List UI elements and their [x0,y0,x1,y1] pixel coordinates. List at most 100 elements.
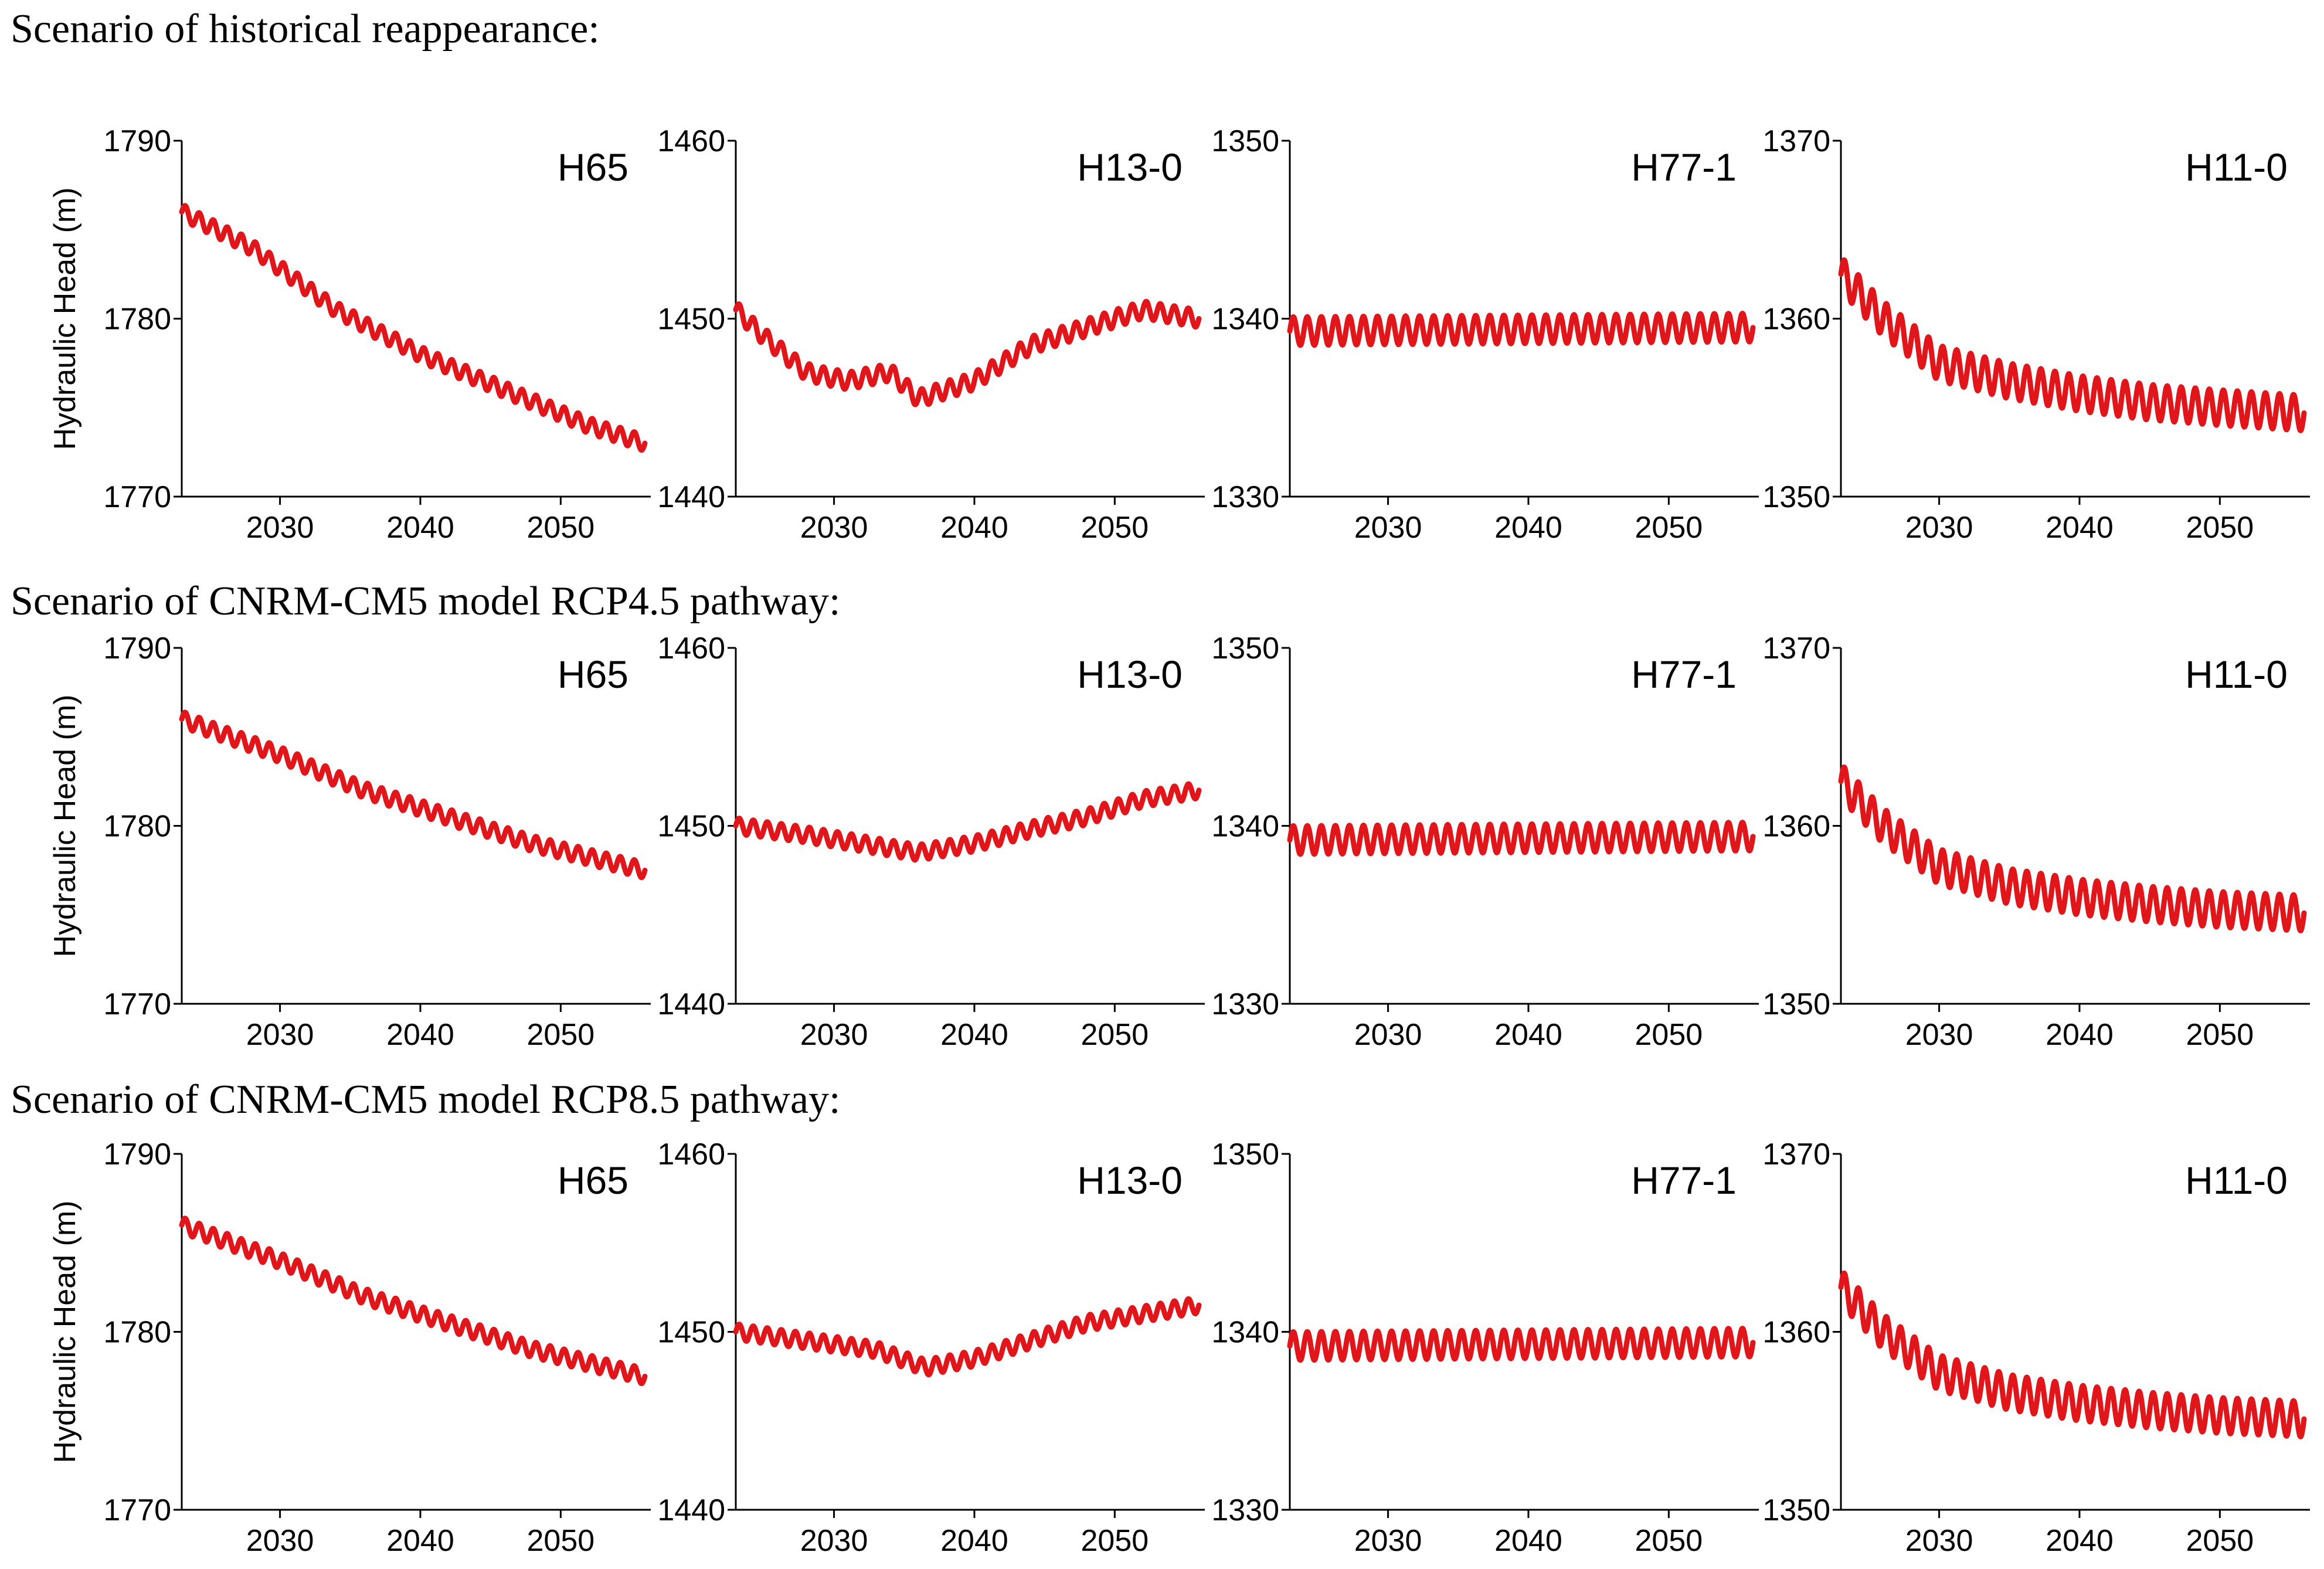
well-label: H77-1 [1631,145,1737,189]
y-tick-label: 1450 [657,810,725,844]
x-tick-label: 2050 [527,1018,595,1052]
chart-panel-h11-0-2: 1350 1360 1370 2030 2040 2050 H11-0 [1762,1137,2310,1558]
x-tick-label: 2040 [940,1018,1008,1052]
chart-panel-h65-1: 1770 1780 1790 2030 2040 2050 H65 Hydraulic Hea… [48,631,651,1052]
series-line-h13-0 [733,298,1202,407]
y-tick-label: 1790 [103,631,171,665]
x-tick-label: 2050 [1635,1018,1703,1052]
x-tick-label: 2050 [2186,511,2254,545]
row-title-historical: Scenario of historical reappearance: [11,6,600,52]
row-title-rcp85: Scenario of CNRM-CM5 model RCP8.5 pathwa… [11,1077,840,1122]
x-tick-label: 2040 [386,1018,454,1052]
series-line-h65 [179,709,648,881]
y-tick-label: 1340 [1211,810,1279,844]
well-label: H65 [558,1159,628,1202]
y-tick-label: 1340 [1211,303,1279,337]
x-tick-label: 2050 [2186,1018,2254,1052]
y-tick-label: 1450 [657,1316,725,1350]
x-tick-label: 2040 [940,511,1008,545]
x-tick-label: 2030 [246,1018,314,1052]
well-label: H65 [558,653,628,696]
y-tick-label: 1790 [103,124,171,158]
series-line-h65 [179,203,648,453]
y-tick-label: 1780 [103,303,171,337]
well-label: H13-0 [1077,1159,1183,1202]
x-tick-label: 2050 [1635,511,1703,545]
x-tick-label: 2040 [2046,1018,2114,1052]
x-tick-label: 2050 [527,511,595,545]
series-line-h11-0 [1838,257,2307,433]
y-tick-label: 1370 [1762,124,1830,158]
y-tick-label: 1440 [657,1493,725,1527]
chart-panel-h77-1-2: 1330 1340 1350 2030 2040 2050 H77-1 [1211,1137,1759,1558]
x-tick-label: 2040 [2046,511,2114,545]
y-tick-label: 1330 [1211,1493,1279,1527]
x-tick-label: 2050 [1081,1524,1149,1558]
y-tick-label: 1340 [1211,1316,1279,1350]
x-tick-label: 2030 [1905,511,1973,545]
well-label: H11-0 [2185,653,2288,696]
chart-panel-h13-0-2: 1440 1450 1460 2030 2040 2050 H13-0 [657,1137,1205,1558]
well-label: H11-0 [2185,145,2288,189]
well-label: H65 [558,145,628,189]
y-tick-label: 1790 [103,1137,171,1171]
y-tick-label: 1460 [657,1137,725,1171]
y-tick-label: 1350 [1211,631,1279,665]
y-tick-label: 1780 [103,1316,171,1350]
well-label: H77-1 [1631,1159,1737,1202]
x-tick-label: 2050 [1081,1018,1149,1052]
series-line-h11-0 [1838,764,2307,933]
row-title-rcp45: Scenario of CNRM-CM5 model RCP4.5 pathwa… [11,579,840,624]
chart-panel-h13-0-1: 1440 1450 1460 2030 2040 2050 H13-0 [657,631,1205,1052]
series-line-h77-1 [1287,820,1756,857]
x-tick-label: 2040 [1494,1018,1562,1052]
x-tick-label: 2030 [800,1018,868,1052]
y-axis-title: Hydraulic Head (m) [48,1201,82,1463]
x-tick-label: 2050 [2186,1524,2254,1558]
x-tick-label: 2040 [386,1524,454,1558]
y-tick-label: 1350 [1762,987,1830,1021]
x-tick-label: 2050 [527,1524,595,1558]
y-tick-label: 1360 [1762,303,1830,337]
well-label: H11-0 [2185,1159,2288,1202]
chart-panel-h65-2: 1770 1780 1790 2030 2040 2050 H65 Hydraulic Hea… [48,1137,651,1558]
y-tick-label: 1440 [657,987,725,1021]
series-line-h77-1 [1287,1326,1756,1363]
x-tick-label: 2040 [386,511,454,545]
series-line-h13-0 [733,1296,1202,1378]
y-tick-label: 1770 [103,1493,171,1527]
y-tick-label: 1360 [1762,810,1830,844]
chart-panel-h11-0-1: 1350 1360 1370 2030 2040 2050 H11-0 [1762,631,2310,1052]
y-tick-label: 1360 [1762,1316,1830,1350]
y-tick-label: 1330 [1211,480,1279,514]
x-tick-label: 2050 [1635,1524,1703,1558]
y-tick-label: 1460 [657,124,725,158]
y-tick-label: 1450 [657,303,725,337]
y-tick-label: 1780 [103,810,171,844]
x-tick-label: 2040 [2046,1524,2114,1558]
well-label: H13-0 [1077,145,1183,189]
x-tick-label: 2030 [800,511,868,545]
y-tick-label: 1370 [1762,1137,1830,1171]
x-tick-label: 2030 [1354,1018,1422,1052]
series-line-h65 [179,1215,648,1387]
panels-group: 1770 1780 1790 2030 2040 2050 H65 Hydraulic Hea… [48,124,2310,1558]
x-tick-label: 2030 [1354,1524,1422,1558]
y-tick-label: 1350 [1211,124,1279,158]
series-line-h13-0 [733,781,1202,863]
x-tick-label: 2030 [1354,511,1422,545]
well-label: H13-0 [1077,653,1183,696]
x-tick-label: 2030 [246,511,314,545]
x-tick-label: 2030 [1905,1524,1973,1558]
x-tick-label: 2040 [940,1524,1008,1558]
y-axis-title: Hydraulic Head (m) [48,188,82,450]
x-tick-label: 2040 [1494,1524,1562,1558]
y-tick-label: 1460 [657,631,725,665]
series-line-h77-1 [1287,311,1756,348]
chart-panel-h13-0-0: 1440 1450 1460 2030 2040 2050 H13-0 [657,124,1205,545]
y-axis-title: Hydraulic Head (m) [48,695,82,957]
x-tick-label: 2040 [1494,511,1562,545]
y-tick-label: 1350 [1211,1137,1279,1171]
y-tick-label: 1770 [103,480,171,514]
